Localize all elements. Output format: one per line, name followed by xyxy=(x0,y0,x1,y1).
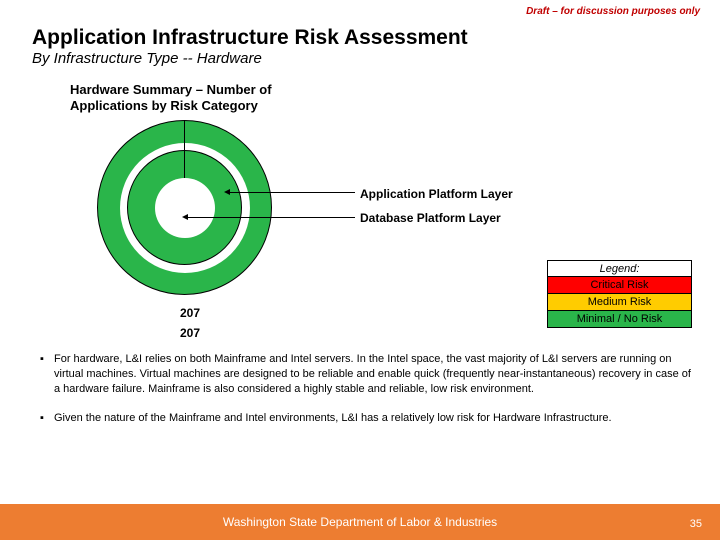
footer-bar: Washington State Department of Labor & I… xyxy=(0,504,720,540)
legend-title: Legend: xyxy=(548,261,691,276)
bullet-text: Given the nature of the Mainframe and In… xyxy=(54,411,612,426)
page-title: Application Infrastructure Risk Assessme… xyxy=(32,26,468,50)
legend-item-critical: Critical Risk xyxy=(548,276,691,293)
arrow-inner-layer xyxy=(188,217,355,218)
list-item: ▪ Given the nature of the Mainframe and … xyxy=(40,411,694,426)
page-subtitle: By Infrastructure Type -- Hardware xyxy=(32,50,262,67)
footer-text: Washington State Department of Labor & I… xyxy=(223,515,497,529)
page-number: 35 xyxy=(690,518,702,530)
chart-title: Hardware Summary – Number of Application… xyxy=(70,82,300,115)
outer-ring-label: Application Platform Layer xyxy=(360,187,513,201)
bullet-marker-icon: ▪ xyxy=(40,352,54,397)
inner-ring-label: Database Platform Layer xyxy=(360,211,513,225)
outer-ring-value: 207 xyxy=(180,306,200,320)
draft-label: Draft – for discussion purposes only xyxy=(526,6,700,17)
bullet-marker-icon: ▪ xyxy=(40,411,54,426)
list-item: ▪ For hardware, L&I relies on both Mainf… xyxy=(40,352,694,397)
bullet-list: ▪ For hardware, L&I relies on both Mainf… xyxy=(40,352,694,439)
arrow-outer-layer xyxy=(230,192,355,193)
legend-item-medium: Medium Risk xyxy=(548,293,691,310)
layer-labels: Application Platform Layer Database Plat… xyxy=(360,187,513,235)
legend: Legend: Critical Risk Medium Risk Minima… xyxy=(547,260,692,328)
legend-item-minimal: Minimal / No Risk xyxy=(548,310,691,327)
donut-chart: 207 207 xyxy=(60,118,310,348)
inner-ring-value: 207 xyxy=(180,326,200,340)
bullet-text: For hardware, L&I relies on both Mainfra… xyxy=(54,352,694,397)
